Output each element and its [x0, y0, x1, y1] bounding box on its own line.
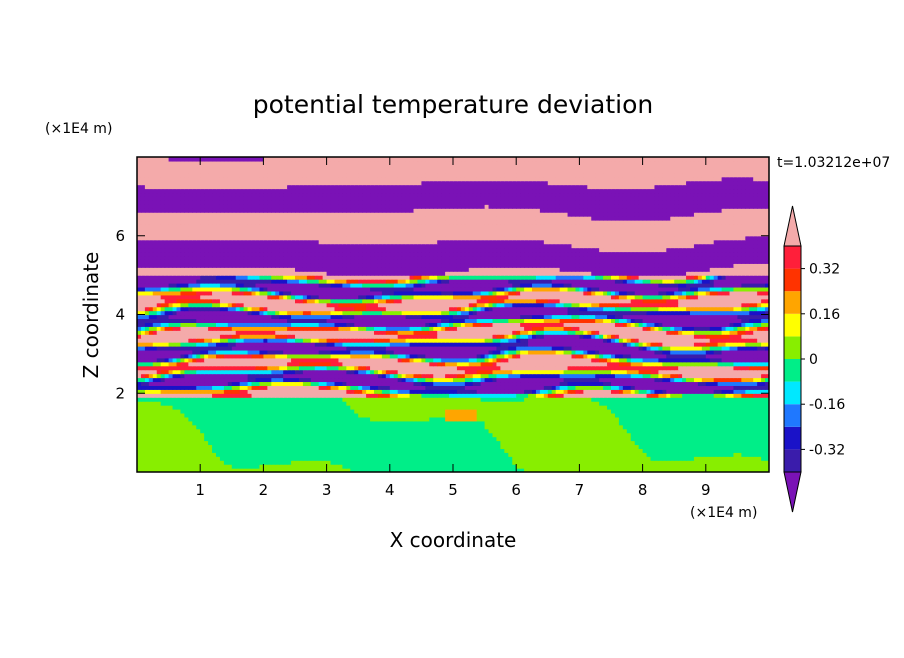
colorbar-segment: [784, 427, 801, 450]
x-tick-label: 9: [701, 481, 711, 499]
time-label: t=1.03212e+07: [777, 155, 890, 171]
y-tick-label: 4: [115, 306, 125, 324]
x-tick-label: 7: [575, 481, 585, 499]
colorbar-segment: [784, 269, 801, 292]
colorbar-tick-label: 0.16: [809, 307, 840, 323]
y-tick-label: 6: [115, 227, 125, 245]
chart-title: potential temperature deviation: [253, 90, 653, 119]
colorbar-segment: [784, 404, 801, 427]
colorbar-segment: [784, 246, 801, 269]
x-tick-label: 4: [385, 481, 395, 499]
colorbar-tick-label: 0.32: [809, 262, 840, 278]
colorbar-segment: [784, 336, 801, 359]
colorbar: 0.32 0.16 0 -0.16 -0.32: [784, 206, 845, 512]
colorbar-tick-label: -0.32: [809, 442, 845, 458]
x-tick-label: 6: [511, 481, 521, 499]
colorbar-segment: [784, 314, 801, 337]
x-tick-label: 3: [322, 481, 332, 499]
colorbar-segment: [784, 449, 801, 472]
colorbar-segment: [784, 291, 801, 314]
y-axis-label: Z coordinate: [79, 252, 103, 379]
colorbar-top-arrow: [784, 206, 801, 246]
colorbar-tick-label: -0.16: [809, 397, 845, 413]
x-tick-label: 1: [195, 481, 205, 499]
x-unit-label: (×1E4 m): [690, 505, 757, 521]
colorbar-bottom-arrow: [784, 472, 801, 512]
colorbar-tick-label: 0: [809, 352, 818, 368]
colorbar-segment: [784, 382, 801, 405]
colorbar-segment: [784, 359, 801, 382]
x-tick-label: 5: [448, 481, 458, 499]
contour-field: [137, 157, 770, 473]
x-tick-label: 2: [259, 481, 269, 499]
x-axis-label: X coordinate: [390, 528, 517, 552]
y-tick-label: 2: [115, 384, 125, 402]
y-unit-label: (×1E4 m): [45, 121, 112, 137]
x-tick-label: 8: [638, 481, 648, 499]
